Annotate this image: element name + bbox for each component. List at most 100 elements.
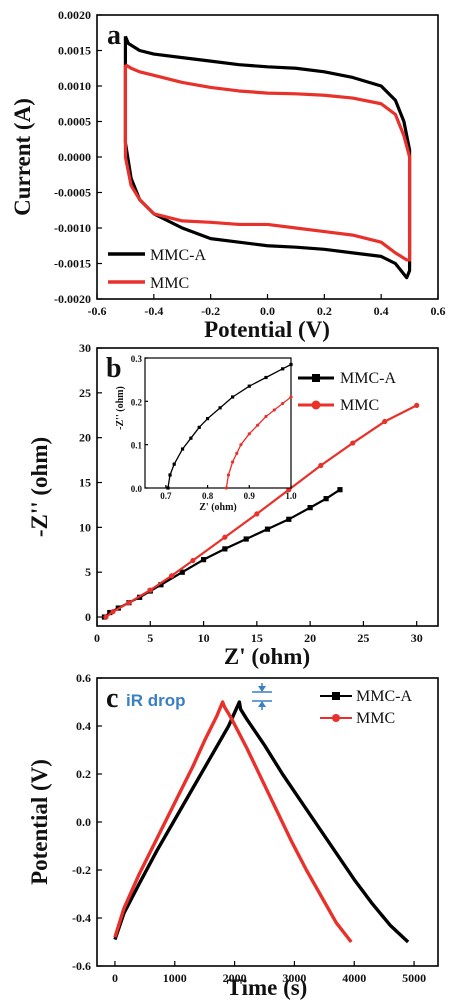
panel-b-y-tick-label: 25 — [79, 386, 91, 400]
inset-y-tick-label: 0.2 — [131, 397, 143, 407]
panel-c-x-tick-label: 3000 — [282, 971, 306, 985]
inset-series-mmc-point — [226, 473, 231, 477]
panel-b-y-tick-label: 5 — [85, 565, 91, 579]
legend-label-mmc-a: MMC-A — [150, 247, 206, 264]
panel-a-y-tick-label: -0.0020 — [54, 292, 91, 306]
panel-b-inset: 0.7 0.8 0.9 1.0 0.0 0.1 0.2 0.3 Z' (ohm) -Z'' … — [115, 354, 297, 513]
panel-c-y-axis-label: Potential (V) — [27, 759, 52, 885]
inset-series-mmc-a-point — [205, 417, 210, 421]
series-mmc-point — [318, 462, 324, 469]
inset-series-mmc-a-point — [218, 406, 222, 410]
panel-a-y-tick-label: 0.0000 — [58, 150, 91, 164]
series-mmc-line — [113, 700, 353, 944]
panel-a-x-tick-label: 0.4 — [374, 304, 389, 318]
series-mmc-point — [254, 511, 260, 517]
legend-marker-mmc-a — [332, 692, 340, 700]
panel-b-y-tick-label: 0 — [85, 610, 91, 624]
series-mmc-point — [168, 573, 175, 579]
series-mmc-a-point — [200, 557, 207, 563]
series-mmc-point — [190, 557, 196, 564]
panel-c-x-tick-label: 1000 — [163, 971, 187, 985]
inset-y-axis-label: -Z'' (ohm) — [115, 386, 126, 430]
panel-a-x-tick-label: 0.2 — [317, 304, 332, 318]
legend-label-mmc-a: MMC-A — [340, 370, 396, 387]
panel-a-y-tick-label: 0.0010 — [58, 79, 91, 93]
inset-x-tick-label: 0.7 — [160, 491, 172, 501]
panel-c-y-tick-label: 0.0 — [76, 815, 91, 829]
inset-series-mmc-a-point — [231, 395, 235, 399]
panel-a-letter: a — [107, 20, 121, 51]
panel-c-y-tick-label: -0.4 — [72, 911, 91, 925]
legend-label-mmc: MMC — [356, 710, 395, 727]
panel-a-y-tick-label: 0.0020 — [58, 8, 91, 22]
panel-a-y-tick-label: -0.0010 — [54, 221, 91, 235]
panel-b-x-tick-label: 10 — [198, 631, 210, 645]
series-mmc-a-point — [243, 536, 249, 542]
panel-b-x-axis-label: Z' (ohm) — [224, 644, 310, 669]
panel-c-y-tick-label: 0.4 — [76, 719, 91, 733]
panel-a-cv-chart: -0.6 -0.4 -0.2 0.0 0.2 0.4 0.6 -0.0020-0.0015-… — [10, 8, 446, 342]
legend-label-mmc-a: MMC-A — [356, 688, 412, 705]
inset-frame — [144, 357, 292, 489]
panel-b-frame — [96, 347, 439, 627]
inset-series-mmc-a-point — [197, 425, 201, 429]
panel-b-y-tick-label: 20 — [79, 431, 91, 445]
inset-y-ticks: 0.0 0.1 0.2 0.3 — [131, 354, 148, 494]
panel-a-series-group — [123, 35, 412, 280]
panel-c-x-tick-label: 2000 — [223, 971, 247, 985]
panel-a-frame — [96, 14, 439, 300]
series-mmc-a-point — [179, 569, 185, 575]
inset-series-mmc-point — [224, 486, 228, 490]
series-mmc-a-line — [113, 700, 410, 944]
inset-y-tick-label: 0.0 — [131, 484, 143, 494]
series-mmc-a-point — [158, 582, 164, 588]
panel-a-x-tick-label: -0.2 — [201, 304, 220, 318]
inset-y-tick-label: 0.3 — [131, 354, 143, 364]
series-mmc-a-point — [323, 496, 329, 502]
panel-b-letter: b — [106, 353, 122, 384]
panel-c-gcd-chart: 0 1000 2000 3000 4000 5000 -0.6 -0.4 -0.2 0.0 0.2… — [27, 671, 439, 1000]
series-mmc-a-point — [337, 487, 343, 493]
series-mmc-line — [123, 63, 412, 262]
panel-b-legend: MMC-A MMC — [298, 370, 396, 414]
inset-series-mmc-point — [264, 414, 268, 419]
inset-series-mmc-a-point — [281, 367, 285, 371]
panel-c-y-tick-label: 0.2 — [76, 767, 91, 781]
panel-b-x-tick-label: 30 — [411, 631, 423, 645]
inset-x-ticks: 0.7 0.8 0.9 1.0 — [160, 485, 297, 501]
inset-series-mmc-point — [239, 443, 243, 447]
inset-series-mmc-a-point — [264, 375, 268, 380]
inset-series-mmc-a-point — [189, 436, 193, 440]
inset-series-group — [166, 362, 293, 490]
inset-series-mmc-point — [247, 432, 251, 436]
inset-series-mmc-a-point — [289, 362, 293, 367]
panel-a-y-ticks: -0.0020 -0.0015 -0.0010 -0.0005 0.0000 0.0005… — [54, 8, 102, 306]
series-mmc-point — [110, 609, 116, 615]
legend-label-mmc: MMC — [150, 275, 189, 292]
panel-c-x-tick-label: 4000 — [342, 971, 366, 985]
panel-b-series-group — [101, 402, 420, 620]
panel-a-x-ticks: -0.6 -0.4 -0.2 0.0 0.2 0.4 0.6 — [88, 294, 446, 318]
inset-x-axis-label: Z' (ohm) — [199, 502, 237, 513]
ir-drop-marker-icon — [252, 683, 272, 710]
panel-a-y-axis-label: Current (A) — [10, 98, 35, 216]
panel-a-y-tick-label: -0.0005 — [54, 186, 91, 200]
panel-c-x-ticks: 0 1000 2000 3000 4000 5000 — [112, 961, 426, 985]
panel-c-y-tick-label: -0.6 — [72, 959, 91, 973]
panel-a-x-tick-label: 0.0 — [260, 304, 275, 318]
panel-b-y-tick-label: 15 — [79, 476, 91, 490]
legend-marker-mmc — [311, 400, 321, 410]
series-mmc-point — [350, 440, 356, 446]
inset-series-mmc-point — [289, 395, 293, 399]
panel-c-letter: c — [106, 683, 118, 714]
panel-c-legend: MMC-A MMC — [320, 688, 412, 727]
ir-drop-annotation: iR drop — [126, 691, 186, 710]
inset-series-mmc-point — [281, 401, 285, 406]
series-mmc-point — [222, 534, 228, 540]
panel-c-y-tick-label: -0.2 — [72, 863, 91, 877]
series-mmc-point — [126, 600, 132, 606]
panel-b-x-tick-label: 25 — [357, 631, 369, 645]
inset-x-tick-label: 1.0 — [285, 491, 297, 501]
legend-label-mmc: MMC — [340, 397, 379, 414]
panel-a-legend: MMC-A MMC — [108, 247, 206, 292]
